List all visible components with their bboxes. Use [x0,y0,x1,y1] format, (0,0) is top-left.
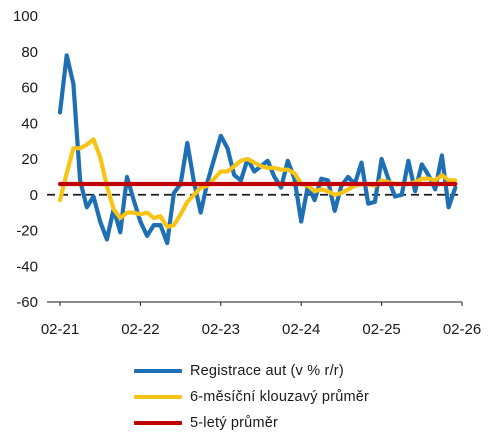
y-axis: 100 80 60 40 20 0 -20 -40 -60 [13,8,38,311]
legend-item-moving-average: 6-měsíční klouzavý průměr [134,384,369,410]
legend-label-registrace: Registrace aut (v % r/r) [190,363,344,379]
x-tick-label: 02-23 [202,321,240,338]
legend-label-moving-average: 6-měsíční klouzavý průměr [190,389,370,405]
x-tick-label: 02-22 [121,321,159,338]
y-tick-label: 100 [13,8,38,25]
x-tick-label: 02-24 [282,321,320,338]
legend-item-registrace: Registrace aut (v % r/r) [134,358,369,384]
y-tick-label: -60 [16,294,38,311]
legend-item-five-year-average: 5-letý průměr [134,410,369,436]
legend-swatch-moving-average [134,395,182,399]
legend: Registrace aut (v % r/r) 6-měsíční klouz… [134,358,369,436]
y-tick-label: 80 [21,44,38,61]
x-axis-ticks: 02-21 02-22 02-23 02-24 02-25 02-26 [41,302,481,338]
series-layer [57,53,458,246]
legend-swatch-registrace [134,369,182,373]
x-tick-label: 02-21 [41,321,79,338]
y-tick-label: -40 [16,258,38,275]
legend-swatch-five-year-average [134,421,182,425]
y-tick-label: 40 [21,115,38,132]
y-tick-label: 60 [21,80,38,97]
y-tick-label: -20 [16,223,38,240]
x-tick-label: 02-25 [362,321,400,338]
x-tick-label: 02-26 [443,321,481,338]
legend-label-five-year-average: 5-letý průměr [190,415,279,431]
y-tick-label: 0 [30,187,38,204]
y-tick-label: 20 [21,151,38,168]
